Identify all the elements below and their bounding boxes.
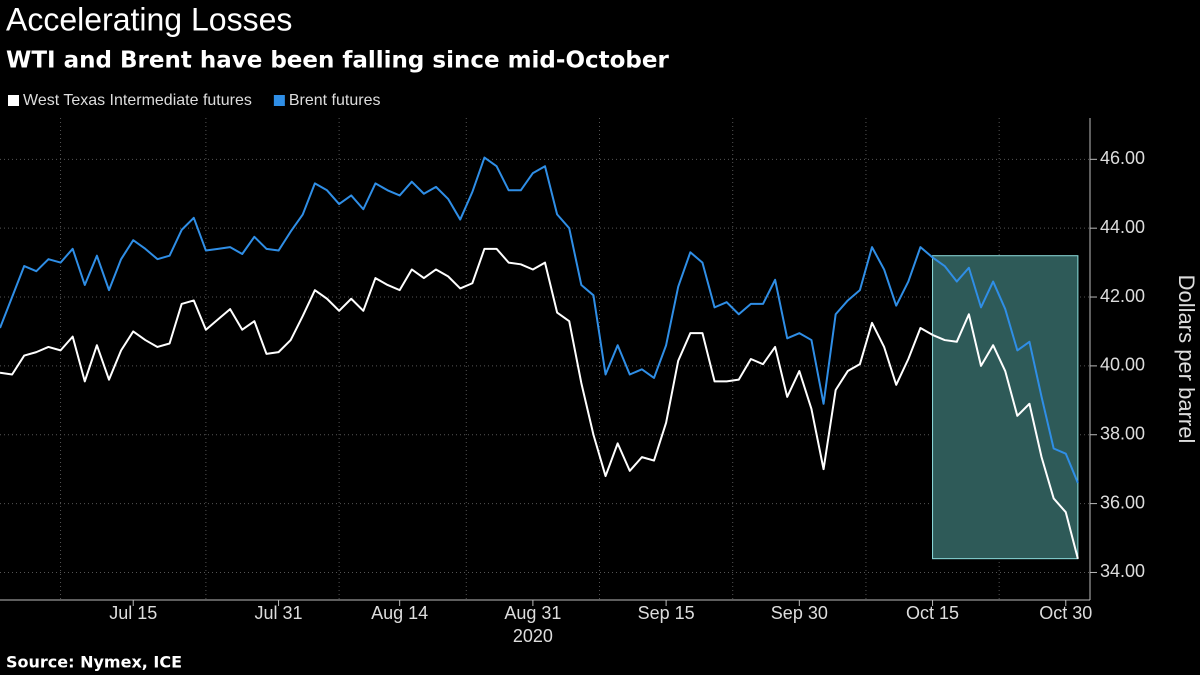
x-tick-label: Aug 14	[371, 603, 428, 623]
legend-swatch	[273, 95, 285, 106]
x-tick-label: Oct 30	[1039, 603, 1092, 623]
x-year-label: 2020	[513, 626, 553, 646]
y-tick-label: 42.00	[1100, 286, 1145, 306]
series-line	[0, 247, 1079, 559]
x-tick-label: Aug 31	[504, 603, 561, 623]
y-tick-label: 36.00	[1100, 492, 1145, 512]
highlight-box	[932, 255, 1079, 560]
x-tick-label: Oct 15	[906, 603, 959, 623]
legend-swatch	[8, 95, 19, 106]
y-axis-label: Dollars per barrel	[1174, 275, 1199, 444]
x-tick-label: Sep 30	[771, 603, 828, 623]
x-tick-label: Sep 15	[638, 603, 695, 623]
series-line	[0, 156, 1079, 484]
y-tick-label: 44.00	[1100, 217, 1145, 237]
legend-label: West Texas Intermediate futures	[23, 92, 252, 109]
legend-label: Brent futures	[289, 92, 381, 109]
y-tick-label: 46.00	[1100, 148, 1145, 168]
x-tick-label: Jul 31	[255, 603, 303, 623]
source: Source: Nymex, ICE	[6, 653, 182, 672]
y-tick-label: 40.00	[1100, 355, 1145, 375]
y-tick-label: 34.00	[1100, 561, 1145, 581]
chart-title: Accelerating Losses	[6, 1, 292, 37]
chart-subtitle: WTI and Brent have been falling since mi…	[6, 48, 669, 74]
y-tick-label: 38.00	[1100, 423, 1145, 443]
x-tick-label: Jul 15	[109, 603, 157, 623]
